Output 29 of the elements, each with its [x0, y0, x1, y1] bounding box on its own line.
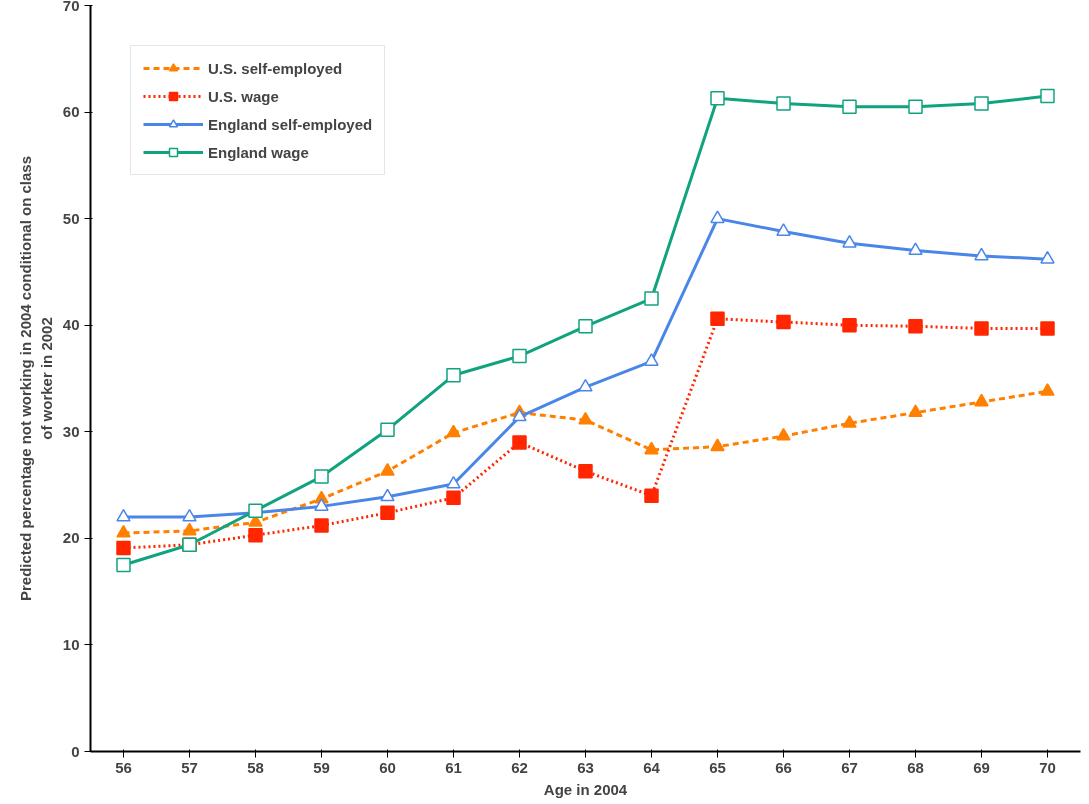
x-tick-label: 56 — [115, 758, 132, 776]
x-tick-label: 63 — [577, 758, 594, 776]
legend-label: U.S. wage — [208, 87, 279, 105]
x-tick-label: 64 — [643, 758, 661, 776]
y-tick-label: 20 — [62, 529, 80, 547]
x-tick-label: 65 — [709, 758, 726, 776]
y-tick-label: 50 — [62, 209, 80, 227]
y-tick-label: 40 — [62, 316, 80, 334]
y-tick-label: 10 — [62, 635, 80, 653]
y-tick-label: 70 — [62, 0, 80, 14]
x-tick-label: 58 — [247, 758, 264, 776]
x-axis-title: Age in 2004 — [543, 780, 628, 798]
x-tick-label: 59 — [313, 758, 330, 776]
x-tick-label: 66 — [775, 758, 792, 776]
x-tick-label: 69 — [973, 758, 990, 776]
legend-label: U.S. self-employed — [208, 59, 343, 77]
x-tick-label: 70 — [1039, 758, 1056, 776]
y-axis-title: Predicted percentage not working in 2004 conditional on class of worker in 2002 — [17, 155, 55, 602]
x-tick-label: 68 — [907, 758, 924, 776]
x-tick-label: 60 — [379, 758, 396, 776]
x-tick-label: 61 — [445, 758, 462, 776]
y-tick-label: 60 — [62, 103, 80, 121]
legend-label: England self-employed — [208, 115, 373, 133]
y-tick-label: 30 — [62, 422, 80, 440]
x-tick-label: 57 — [181, 758, 198, 776]
x-tick-label: 67 — [841, 758, 858, 776]
legend-label: England wage — [208, 143, 309, 161]
y-tick-label: 0 — [71, 742, 80, 760]
x-tick-label: 62 — [511, 758, 528, 776]
